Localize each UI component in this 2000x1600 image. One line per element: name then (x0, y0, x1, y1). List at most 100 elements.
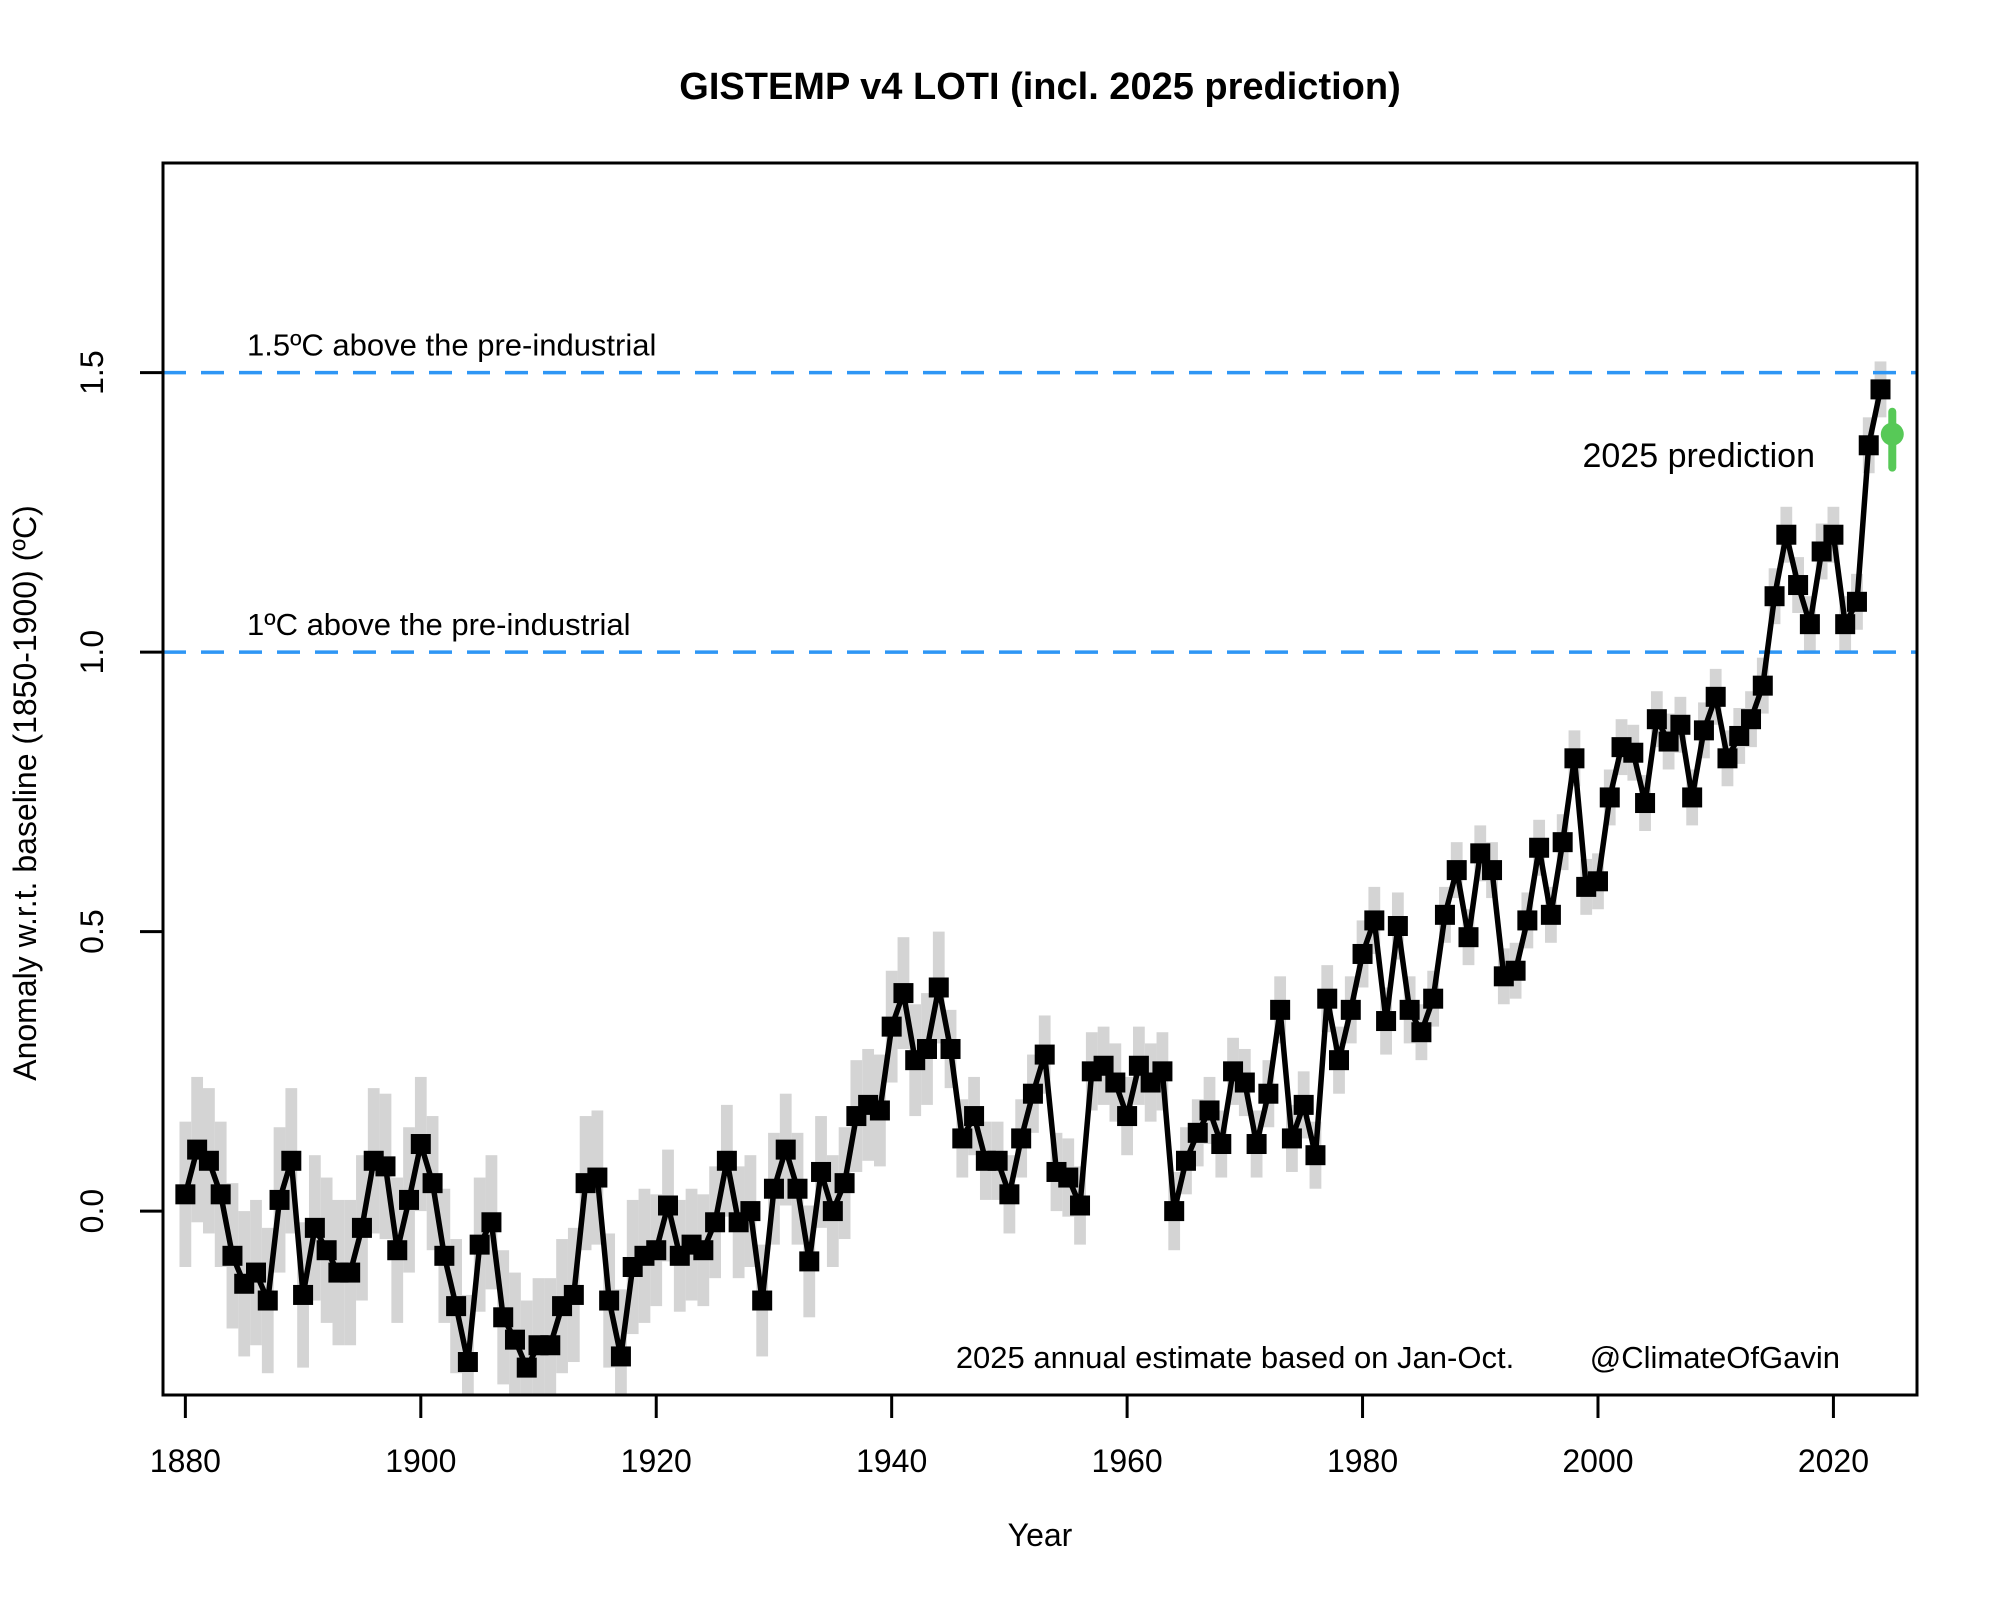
y-tick-label: 1.0 (74, 630, 110, 674)
data-point-square (1446, 860, 1467, 881)
data-point-square (504, 1329, 525, 1350)
y-tick-label: 0.0 (74, 1189, 110, 1233)
data-point-square (375, 1156, 396, 1177)
data-point-square (740, 1201, 761, 1222)
x-tick-label: 1920 (621, 1443, 692, 1479)
estimate-annotation: 2025 annual estimate based on Jan-Oct. (956, 1340, 1514, 1375)
uncertainty-bar (520, 1300, 533, 1395)
data-point-square (693, 1240, 714, 1261)
data-point-square (1022, 1083, 1043, 1104)
threshold-label-1c: 1ºC above the pre-industrial (247, 607, 631, 642)
data-point-square (1411, 1022, 1432, 1043)
data-point-square (940, 1038, 961, 1059)
data-point-square (1293, 1094, 1314, 1115)
data-point-square (1270, 999, 1291, 1020)
data-point-square (1281, 1128, 1302, 1149)
data-point-square (1646, 709, 1667, 730)
data-point-square (1552, 832, 1573, 853)
uncertainty-band (179, 361, 1887, 1395)
data-point-square (1811, 541, 1832, 562)
data-point-square (716, 1150, 737, 1171)
threshold-label-1.5c: 1.5ºC above the pre-industrial (247, 328, 656, 363)
data-point-square (1623, 742, 1644, 763)
data-point-square (610, 1346, 631, 1367)
data-point-square (1434, 904, 1455, 925)
prediction-label: 2025 prediction (1582, 437, 1815, 475)
data-point-square (834, 1173, 855, 1194)
y-tick-label: 1.5 (74, 350, 110, 394)
data-point-square (1470, 843, 1491, 864)
data-point-square (1764, 586, 1785, 607)
data-point-square (198, 1150, 219, 1171)
data-point-square (1799, 614, 1820, 635)
data-point-square (1482, 860, 1503, 881)
data-point-square (1705, 686, 1726, 707)
data-point-square (763, 1178, 784, 1199)
prediction-point (1880, 422, 1904, 446)
data-point-square (1070, 1195, 1091, 1216)
data-point-square (434, 1245, 455, 1266)
data-point-square (999, 1184, 1020, 1205)
data-point-square (387, 1240, 408, 1261)
data-point-square (1128, 1055, 1149, 1076)
data-point-square (493, 1307, 514, 1328)
credit-handle: @ClimateOfGavin (1590, 1340, 1840, 1375)
data-point-square (245, 1262, 266, 1283)
data-point-square (1164, 1201, 1185, 1222)
x-axis-title: Year (1008, 1517, 1073, 1553)
data-point-square (293, 1284, 314, 1305)
data-point-square (811, 1161, 832, 1182)
data-point-square (1364, 910, 1385, 931)
x-tick-label: 1960 (1092, 1443, 1163, 1479)
data-point-square (1152, 1061, 1173, 1082)
data-point-square (210, 1184, 231, 1205)
data-point-square (1587, 871, 1608, 892)
data-point-square (775, 1139, 796, 1160)
data-point-square (1835, 614, 1856, 635)
data-point-square (787, 1178, 808, 1199)
data-point-square (1317, 988, 1338, 1009)
data-point-square (1117, 1106, 1138, 1127)
data-point-square (446, 1296, 467, 1317)
data-point-square (1870, 379, 1891, 400)
data-point-square (1858, 435, 1879, 456)
data-point-square (952, 1128, 973, 1149)
data-point-square (222, 1245, 243, 1266)
data-point-square (1788, 575, 1809, 596)
data-point-square (1211, 1134, 1232, 1155)
data-point-square (1635, 793, 1656, 814)
x-tick-label: 1880 (150, 1443, 221, 1479)
data-point-square (422, 1173, 443, 1194)
x-tick-label: 1980 (1327, 1443, 1398, 1479)
data-point-square (1058, 1167, 1079, 1188)
data-point-square (822, 1201, 843, 1222)
data-point-square (1199, 1100, 1220, 1121)
data-point-square (1246, 1134, 1267, 1155)
data-point-square (752, 1290, 773, 1311)
data-point-square (1458, 927, 1479, 948)
chart-title: GISTEMP v4 LOTI (incl. 2025 prediction) (679, 66, 1400, 108)
data-point-square (1693, 720, 1714, 741)
data-point-square (1529, 837, 1550, 858)
data-point-square (1399, 999, 1420, 1020)
data-point-square (1505, 960, 1526, 981)
data-point-square (1187, 1122, 1208, 1143)
data-point-square (281, 1150, 302, 1171)
x-tick-label: 2020 (1798, 1443, 1869, 1479)
data-point-square (1682, 787, 1703, 808)
data-point-square (893, 983, 914, 1004)
data-point-square (1376, 1011, 1397, 1032)
data-point-square (316, 1240, 337, 1261)
y-axis-title: Anomaly w.r.t. baseline (1850-1900) (ºC) (7, 505, 43, 1081)
data-point-square (1305, 1145, 1326, 1166)
data-point-square (1752, 675, 1773, 696)
data-point-square (658, 1195, 679, 1216)
data-point-square (1258, 1083, 1279, 1104)
data-point-square (1175, 1150, 1196, 1171)
plot-border (161, 161, 1919, 1397)
data-point-square (1729, 725, 1750, 746)
data-point-square (799, 1251, 820, 1272)
x-tick-label: 1900 (385, 1443, 456, 1479)
data-point-square (1658, 731, 1679, 752)
